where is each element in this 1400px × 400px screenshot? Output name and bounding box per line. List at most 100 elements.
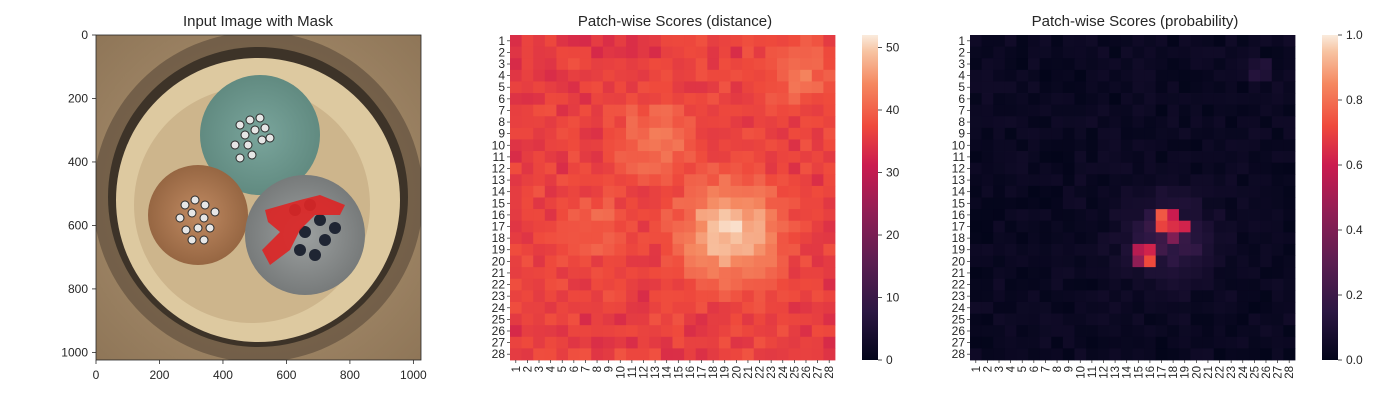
heatmap-cell	[695, 232, 708, 245]
heatmap-cell	[1271, 290, 1284, 303]
heatmap-cell	[556, 185, 569, 198]
heatmap-cell	[1236, 81, 1249, 94]
heatmap-cell	[707, 58, 720, 71]
heatmap-cell	[684, 336, 697, 349]
heatmap-cell	[730, 162, 743, 175]
heatmap-cell	[765, 313, 778, 326]
heatmap-cell	[776, 116, 789, 129]
heatmap-cell	[544, 220, 557, 233]
heatmap-cell	[1074, 348, 1087, 361]
distance-colorbar	[862, 35, 878, 360]
heatmap-cell	[1248, 151, 1261, 164]
heatmap-cell	[521, 93, 534, 106]
heatmap-cell	[1283, 232, 1296, 245]
x-tick-label: 1	[971, 366, 983, 372]
heatmap-cell	[1202, 278, 1215, 291]
heatmap-cell	[707, 93, 720, 106]
heatmap-cell	[1062, 46, 1075, 59]
heatmap-cell	[730, 58, 743, 71]
heatmap-cell	[823, 220, 836, 233]
heatmap-cell	[1190, 46, 1203, 59]
heatmap-cell	[695, 278, 708, 291]
heatmap-cell	[1260, 232, 1273, 245]
heatmap-cell	[521, 162, 534, 175]
heatmap-cell	[695, 81, 708, 94]
heatmap-cell	[1051, 336, 1064, 349]
heatmap-cell	[753, 313, 766, 326]
heatmap-cell	[1062, 232, 1075, 245]
heatmap-cell	[1062, 348, 1075, 361]
heatmap-cell	[981, 127, 994, 140]
y-tick-label: 4	[958, 69, 965, 83]
x-tick-label: 4	[1006, 365, 1018, 372]
heatmap-cell	[1109, 255, 1122, 268]
heatmap-cell	[1144, 104, 1157, 117]
heatmap-cell	[718, 290, 731, 303]
heatmap-cell	[1097, 104, 1110, 117]
heatmap-cell	[1132, 209, 1145, 222]
heatmap-cell	[811, 348, 824, 361]
y-tick-label: 21	[952, 266, 966, 280]
heatmap-cell	[1190, 127, 1203, 140]
heatmap-cell	[1260, 301, 1273, 314]
heatmap-cell	[1155, 185, 1168, 198]
heatmap-cell	[800, 255, 813, 268]
x-tick-label: 18	[708, 366, 720, 379]
heatmap-cell	[591, 127, 604, 140]
heatmap-cell	[765, 278, 778, 291]
heatmap-cell	[1236, 116, 1249, 129]
heatmap-cell	[823, 232, 836, 245]
y-tick-label: 4	[498, 69, 505, 83]
heatmap-cell	[1062, 325, 1075, 338]
heatmap-cell	[579, 232, 592, 245]
heatmap-cell	[521, 243, 534, 256]
heatmap-cell	[1097, 197, 1110, 210]
heatmap-cell	[1225, 46, 1238, 59]
heatmap-cell	[1120, 58, 1133, 71]
heatmap-cell	[1086, 220, 1099, 233]
heatmap-cell	[776, 232, 789, 245]
heatmap-cell	[1016, 348, 1029, 361]
heatmap-cell	[1004, 116, 1017, 129]
heatmap-cell	[695, 151, 708, 164]
heatmap-cell	[800, 278, 813, 291]
heatmap-cell	[533, 127, 546, 140]
heatmap-cell	[591, 162, 604, 175]
heatmap-cell	[1132, 162, 1145, 175]
heatmap-cell	[1062, 243, 1075, 256]
heatmap-cell	[1178, 93, 1191, 106]
heatmap-cell	[1248, 139, 1261, 152]
heatmap-cell	[1004, 243, 1017, 256]
heatmap-cell	[626, 336, 639, 349]
panel3-y-axis: 1234567891011121314151617181920212223242…	[952, 34, 970, 361]
heatmap-cell	[765, 336, 778, 349]
heatmap-cell	[1190, 301, 1203, 314]
heatmap-cell	[521, 336, 534, 349]
heatmap-cell	[993, 151, 1006, 164]
heatmap-cell	[788, 151, 801, 164]
x-tick-label: 14	[1122, 365, 1134, 378]
heatmap-cell	[1074, 278, 1087, 291]
heatmap-cell	[1225, 243, 1238, 256]
heatmap-cell	[533, 162, 546, 175]
heatmap-cell	[1039, 197, 1052, 210]
heatmap-cell	[533, 255, 546, 268]
heatmap-cell	[970, 267, 983, 280]
heatmap-cell	[800, 151, 813, 164]
x-tick-label: 400	[213, 368, 233, 382]
heatmap-cell	[637, 325, 650, 338]
heatmap-cell	[626, 255, 639, 268]
heatmap-cell	[544, 232, 557, 245]
heatmap-cell	[730, 81, 743, 94]
heatmap-cell	[1225, 35, 1238, 48]
heatmap-cell	[626, 267, 639, 280]
heatmap-cell	[718, 325, 731, 338]
heatmap-cell	[521, 127, 534, 140]
heatmap-cell	[695, 243, 708, 256]
heatmap-cell	[788, 93, 801, 106]
heatmap-cell	[556, 81, 569, 94]
heatmap-cell	[811, 104, 824, 117]
heatmap-cell	[1028, 58, 1041, 71]
heatmap-cell	[981, 46, 994, 59]
heatmap-cell	[1236, 127, 1249, 140]
